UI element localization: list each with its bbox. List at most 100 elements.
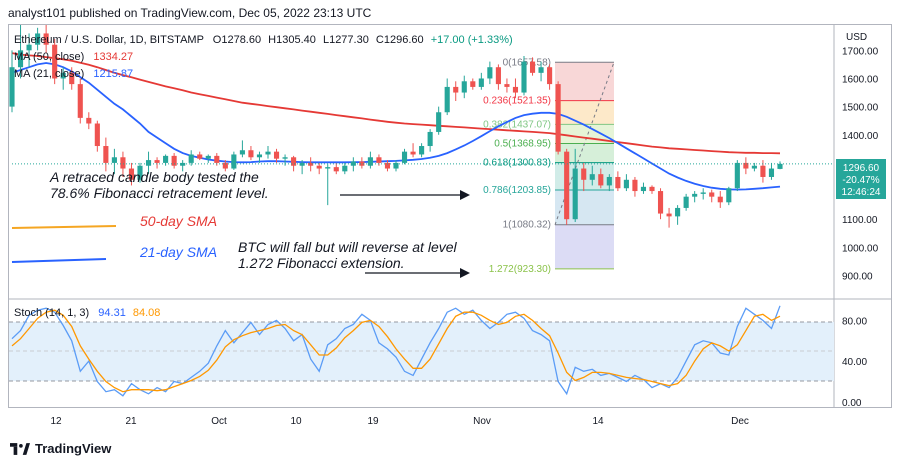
candle bbox=[572, 148, 578, 223]
fib-level-label: 0.382(1437.07) bbox=[483, 119, 551, 130]
candle bbox=[325, 164, 331, 206]
candle bbox=[504, 78, 510, 93]
candle bbox=[768, 162, 775, 180]
fib-level-label: 0.236(1521.35) bbox=[483, 96, 551, 107]
legend-ma50: MA (50, close) 1334.27 bbox=[14, 51, 133, 63]
candle bbox=[649, 185, 655, 194]
candle bbox=[512, 78, 519, 99]
candle bbox=[675, 205, 681, 225]
arrow-head-icon bbox=[460, 268, 470, 278]
stoch-axis[interactable]: 80.00 40.00 0.00 bbox=[842, 316, 867, 409]
candles bbox=[9, 25, 834, 228]
time-axis[interactable]: 12 21 Oct 10 19 Nov 14 Dec bbox=[50, 416, 748, 427]
candle bbox=[103, 137, 109, 172]
sma50-legend-swatch bbox=[11, 225, 117, 229]
candle bbox=[256, 151, 263, 163]
candle bbox=[555, 81, 561, 155]
candle bbox=[69, 67, 75, 90]
candle bbox=[188, 150, 194, 166]
date-tick-label: Nov bbox=[473, 416, 491, 427]
fib-trend-line bbox=[554, 62, 615, 225]
candle bbox=[350, 157, 356, 172]
legend-ohlc: Ethereum / U.S. Dollar, 1D, BITSTAMP O12… bbox=[14, 34, 513, 46]
date-tick-label: 14 bbox=[592, 416, 604, 427]
candle bbox=[52, 39, 58, 85]
fib-level-label: 0.786(1203.85) bbox=[483, 185, 551, 196]
candle bbox=[461, 75, 467, 99]
candle bbox=[606, 174, 612, 192]
axis-currency: USD bbox=[846, 32, 867, 43]
date-tick-label: 10 bbox=[290, 416, 302, 427]
candle bbox=[478, 72, 484, 90]
last-price-box: 1296.60 -20.47% 12:46:24 bbox=[836, 159, 886, 199]
bar-countdown: 12:46:24 bbox=[842, 187, 881, 198]
candle bbox=[367, 151, 373, 169]
candle bbox=[35, 27, 41, 51]
candle bbox=[666, 207, 672, 228]
candle bbox=[171, 153, 177, 169]
candle bbox=[683, 193, 689, 211]
candle bbox=[333, 162, 339, 175]
candle bbox=[197, 151, 203, 161]
fib-zone bbox=[555, 143, 614, 163]
note-fib-test-line2: 78.6% Fibonacci retracement level. bbox=[50, 185, 269, 201]
candle bbox=[154, 157, 160, 169]
candle bbox=[777, 161, 783, 170]
candle bbox=[77, 78, 83, 124]
candle bbox=[393, 160, 399, 172]
candle bbox=[709, 189, 715, 203]
candle bbox=[538, 61, 544, 82]
tradingview-logo-icon bbox=[10, 442, 30, 455]
fib-level-label: 1.272(923.30) bbox=[489, 264, 551, 275]
tradingview-logo[interactable]: TradingView bbox=[10, 441, 111, 456]
arrow-head-icon bbox=[460, 190, 470, 200]
fib-zone bbox=[555, 100, 614, 125]
fibonacci-tool[interactable]: 0(1657.58) 0.236(1521.35) 0.382(1437.07) 0.… bbox=[483, 57, 615, 275]
candle bbox=[239, 140, 245, 158]
candle bbox=[316, 162, 322, 175]
last-price: 1296.60 bbox=[843, 163, 880, 174]
fib-level-label: 1(1080.32) bbox=[503, 220, 551, 231]
date-tick-label: 12 bbox=[50, 416, 62, 427]
date-tick-label: 19 bbox=[367, 416, 379, 427]
candle bbox=[120, 151, 126, 177]
candle bbox=[299, 160, 305, 175]
fib-zone bbox=[555, 224, 614, 269]
candle bbox=[308, 157, 314, 172]
sma21-legend-label: 21-day SMA bbox=[139, 244, 217, 260]
candle bbox=[623, 174, 629, 192]
candle bbox=[17, 25, 24, 79]
candle bbox=[436, 106, 442, 135]
date-tick-label: Oct bbox=[211, 416, 227, 427]
candle bbox=[145, 151, 152, 175]
candle bbox=[222, 160, 228, 172]
price-tick-label: 1600.00 bbox=[842, 74, 879, 85]
tradingview-brand: TradingView bbox=[35, 441, 112, 456]
candle bbox=[60, 67, 66, 90]
candle bbox=[86, 112, 92, 130]
note-extension-line1: BTC will fall but will reverse at level bbox=[238, 239, 458, 255]
legend-ma21: MA (21, close) 1215.87 bbox=[14, 68, 133, 80]
candle bbox=[128, 162, 135, 186]
last-change-pct: -20.47% bbox=[842, 175, 879, 186]
candle bbox=[521, 55, 527, 96]
candle bbox=[470, 78, 476, 90]
price-tick-label: 900.00 bbox=[842, 271, 873, 282]
candle bbox=[43, 25, 49, 54]
sma21-legend-swatch bbox=[11, 258, 107, 263]
candle bbox=[401, 148, 408, 165]
candle bbox=[564, 148, 570, 225]
candle bbox=[640, 182, 647, 194]
fib-level-label: 0(1657.58) bbox=[503, 57, 551, 68]
candle bbox=[410, 143, 416, 158]
candle bbox=[427, 129, 433, 152]
candle bbox=[9, 50, 15, 113]
price-tick-label: 1100.00 bbox=[842, 215, 878, 226]
candle bbox=[384, 160, 391, 172]
candle bbox=[632, 176, 638, 197]
candle bbox=[589, 165, 595, 186]
candle bbox=[444, 78, 450, 116]
candle bbox=[495, 64, 501, 90]
fib-zone bbox=[555, 189, 614, 225]
